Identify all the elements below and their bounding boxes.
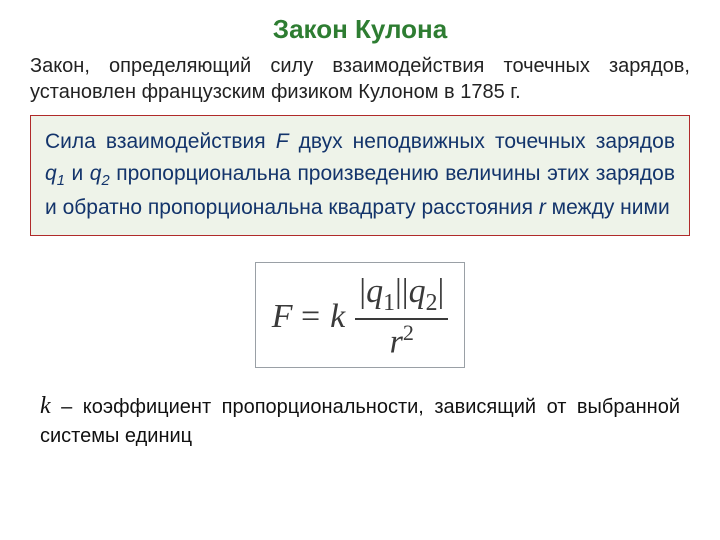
formula-fraction: |q1||q2| r2	[355, 273, 448, 361]
formula-lhs: F =	[272, 298, 320, 336]
slide: Закон Кулона Закон, определяющий силу вз…	[0, 0, 720, 540]
formula-f: F	[272, 298, 293, 335]
formula-k: k	[330, 298, 345, 336]
footnote: k – коэффициент пропорциональности, зави…	[30, 390, 690, 449]
formula-r: r	[390, 323, 403, 360]
law-sub-1: 1	[57, 173, 65, 189]
law-symbol-r: r	[539, 196, 546, 219]
formula-numerator: |q1||q2|	[355, 273, 448, 318]
coulomb-formula: F = k |q1||q2| r2	[272, 273, 449, 361]
law-text-and: и	[65, 162, 90, 185]
formula-area: F = k |q1||q2| r2	[30, 262, 690, 368]
law-box: Сила взаимодействия F двух неподвижных т…	[30, 115, 690, 236]
footnote-k: k	[40, 393, 51, 419]
law-sub-2: 2	[101, 173, 109, 189]
law-text-pre: Сила взаимодействия	[45, 130, 276, 153]
footnote-text: – коэффициент пропорциональности, завися…	[40, 396, 680, 446]
formula-q2: q	[409, 273, 426, 310]
law-text-mid1: двух неподвижных точечных зарядов	[289, 130, 675, 153]
abs-mid: ||	[395, 273, 409, 310]
formula-q1: q	[366, 273, 383, 310]
law-text-tail: между ними	[546, 196, 670, 219]
law-symbol-f: F	[276, 130, 289, 153]
intro-paragraph: Закон, определяющий силу взаимодействия …	[30, 53, 690, 105]
formula-denominator: r2	[386, 320, 418, 361]
slide-title: Закон Кулона	[30, 14, 690, 45]
formula-q2-sub: 2	[426, 290, 438, 316]
formula-r-sup: 2	[403, 320, 414, 345]
formula-q1-sub: 1	[383, 290, 395, 316]
law-symbol-q2: q	[90, 162, 102, 185]
law-symbol-q1: q	[45, 162, 57, 185]
formula-eq: =	[292, 298, 320, 335]
abs-close: |	[438, 273, 445, 310]
formula-box: F = k |q1||q2| r2	[255, 262, 466, 368]
